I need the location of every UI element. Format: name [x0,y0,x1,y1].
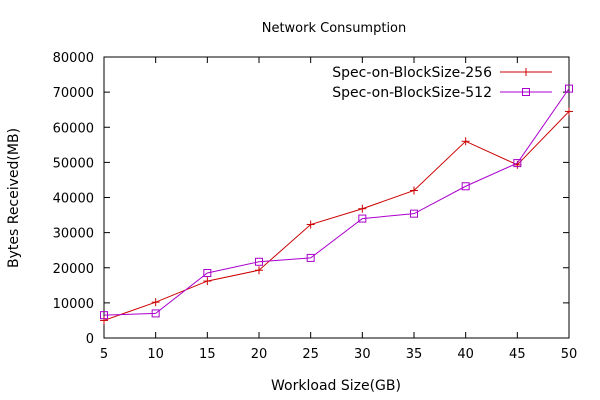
x-axis-label: Workload Size(GB) [271,378,401,394]
data-point-square [100,311,108,320]
legend-marker [522,88,530,96]
x-tick-label: 45 [509,347,526,362]
y-axis-label: Bytes Received(MB) [6,128,22,268]
data-point-plus [513,160,522,169]
x-tick-label: 50 [561,347,578,362]
chart-title: Network Consumption [262,21,407,36]
data-point-square [461,182,470,191]
data-point-plus [100,316,108,325]
x-tick-label: 15 [199,347,216,362]
data-point-square [203,269,212,278]
x-tick-label: 20 [251,347,268,362]
series-line [103,111,570,321]
legend-item-2: Spec-on-BlockSize-512 [332,85,552,101]
data-point-plus [358,204,367,213]
data-point-plus [151,298,160,307]
y-tick-label: 30000 [53,227,94,242]
legend: Spec-on-BlockSize-256 Spec-on-BlockSize-5… [332,65,552,101]
legend-marker [522,68,530,76]
data-point-plus [203,277,212,286]
y-tick-label: 40000 [53,192,94,207]
y-tick-label: 0 [86,332,94,347]
x-tick-label: 30 [354,347,371,362]
data-point-plus [255,266,263,275]
data-point-plus [410,186,418,195]
y-tick-label: 20000 [53,262,94,277]
series-2 [100,84,573,320]
y-tick-label: 60000 [53,121,94,136]
y-tick-label: 80000 [53,51,94,66]
data-point-square [513,159,522,168]
data-point-square [410,209,418,218]
data-point-plus [306,220,315,229]
series-1 [100,107,573,325]
x-tick-label: 5 [100,347,108,362]
y-tick-label: 70000 [53,86,94,101]
data-point-plus [565,107,573,116]
legend-label: Spec-on-BlockSize-512 [332,85,492,101]
data-point-plus [461,137,470,146]
plot-area: 5 10 15 20 25 30 35 40 45 50 0 10000 20000 30000 40000… [53,51,578,362]
data-point-square [306,253,315,262]
x-tick-label: 10 [147,347,164,362]
data-point-square [358,214,367,223]
y-tick-label: 50000 [53,156,94,171]
x-tick-label: 35 [406,347,423,362]
series-line [103,88,570,316]
data-point-square [151,309,160,318]
legend-item-1: Spec-on-BlockSize-256 [332,65,552,81]
legend-label: Spec-on-BlockSize-256 [332,65,492,81]
data-point-square [255,257,263,266]
series-layer [100,84,573,325]
data-point-square [565,84,573,93]
x-tick-label: 40 [457,347,474,362]
x-tick-label: 25 [302,347,319,362]
y-tick-label: 10000 [53,297,94,312]
